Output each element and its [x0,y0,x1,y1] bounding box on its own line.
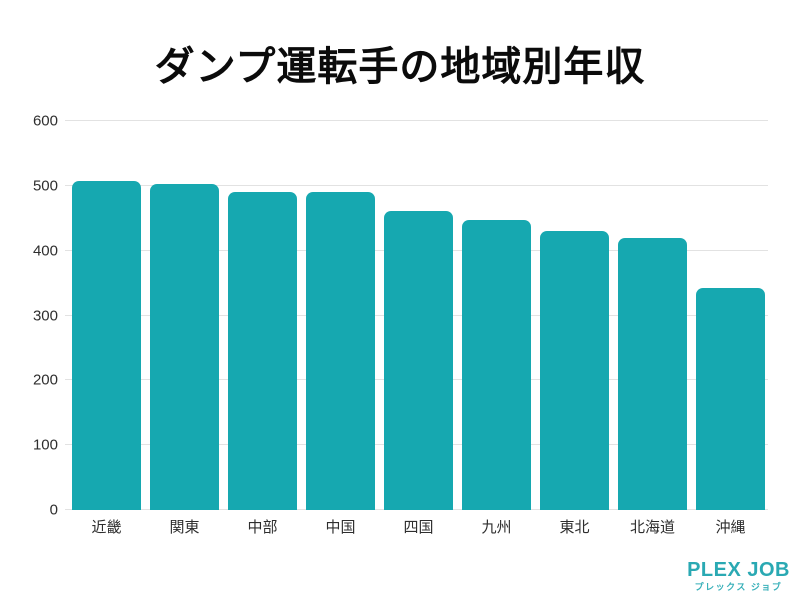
gridline-500 [65,184,768,186]
x-axis-label: 東北 [559,519,590,536]
gridline-600 [65,120,768,121]
x-axis-label: 中部 [247,519,278,536]
bar [228,191,297,510]
x-axis-label: 九州 [481,519,512,536]
chart-title: ダンプ運転手の地域別年収 [154,45,646,89]
x-axis-label: 近畿 [91,519,122,536]
bar [150,183,219,510]
plot-area [65,120,768,510]
logo-text: PLEX JOB [687,559,790,581]
bar [462,219,531,510]
plexjob-logo: PLEX JOB プレックス ジョブ [687,560,790,592]
y-axis-tick-label: 300 [32,307,58,324]
y-axis-tick-label: 100 [32,436,58,454]
bar [618,237,687,510]
y-axis-tick-label: 600 [32,112,58,130]
x-axis-label: 沖縄 [715,519,746,536]
bar [384,210,453,510]
bar [696,287,765,510]
x-axis-label: 北海道 [629,519,675,536]
bar [540,231,609,510]
y-axis-tick-label: 0 [49,501,58,519]
y-axis-tick-label: 500 [32,177,58,195]
bars-group [65,121,768,510]
bar [306,192,375,510]
logo-subtext: プレックス ジョブ [694,582,783,592]
x-axis-label: 関東 [169,519,200,536]
x-axis-label: 四国 [403,519,434,536]
bar [72,181,141,510]
y-axis-tick-label: 200 [32,371,58,389]
y-axis-tick-label: 400 [32,242,58,260]
x-axis-label: 中国 [325,519,356,536]
x-axis: 近畿 関東 中部 中国 四国 九州 東北 北海道 沖縄 [65,516,768,537]
